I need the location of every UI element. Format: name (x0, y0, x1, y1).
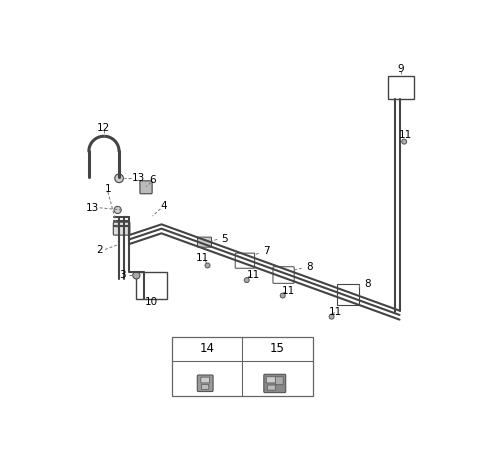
Bar (136, 272, 167, 299)
Text: 9: 9 (397, 64, 404, 74)
Circle shape (115, 174, 123, 183)
Bar (337, 284, 359, 305)
Circle shape (114, 206, 121, 213)
Circle shape (402, 139, 407, 144)
Text: 12: 12 (96, 123, 110, 133)
FancyBboxPatch shape (113, 222, 130, 235)
Text: 8: 8 (306, 262, 313, 272)
Text: 10: 10 (145, 297, 158, 307)
Text: 13: 13 (132, 173, 145, 184)
Text: 1: 1 (105, 184, 111, 194)
Bar (388, 76, 414, 99)
Circle shape (244, 277, 249, 283)
FancyBboxPatch shape (202, 384, 209, 389)
FancyBboxPatch shape (201, 377, 209, 383)
FancyBboxPatch shape (197, 375, 213, 391)
Text: 11: 11 (398, 130, 411, 140)
Text: 11: 11 (247, 270, 261, 280)
FancyBboxPatch shape (267, 385, 276, 390)
Circle shape (133, 272, 140, 279)
FancyBboxPatch shape (140, 181, 152, 194)
Text: 11: 11 (281, 286, 295, 296)
Text: 14: 14 (200, 342, 215, 355)
Text: 7: 7 (263, 246, 270, 256)
Text: 13: 13 (86, 203, 99, 213)
FancyBboxPatch shape (264, 374, 286, 393)
Bar (172, 337, 312, 396)
Circle shape (280, 293, 285, 298)
Text: 2: 2 (96, 245, 103, 255)
Circle shape (329, 314, 334, 319)
Text: 5: 5 (221, 234, 228, 243)
FancyBboxPatch shape (266, 377, 276, 383)
Text: 4: 4 (160, 201, 167, 212)
FancyBboxPatch shape (197, 237, 212, 247)
Text: 11: 11 (196, 253, 209, 263)
Text: 11: 11 (328, 307, 342, 317)
Text: 6: 6 (149, 175, 156, 185)
Text: 15: 15 (270, 342, 285, 355)
Circle shape (205, 263, 210, 268)
Text: 8: 8 (364, 278, 371, 289)
Text: 3: 3 (120, 270, 126, 280)
FancyBboxPatch shape (276, 377, 283, 385)
